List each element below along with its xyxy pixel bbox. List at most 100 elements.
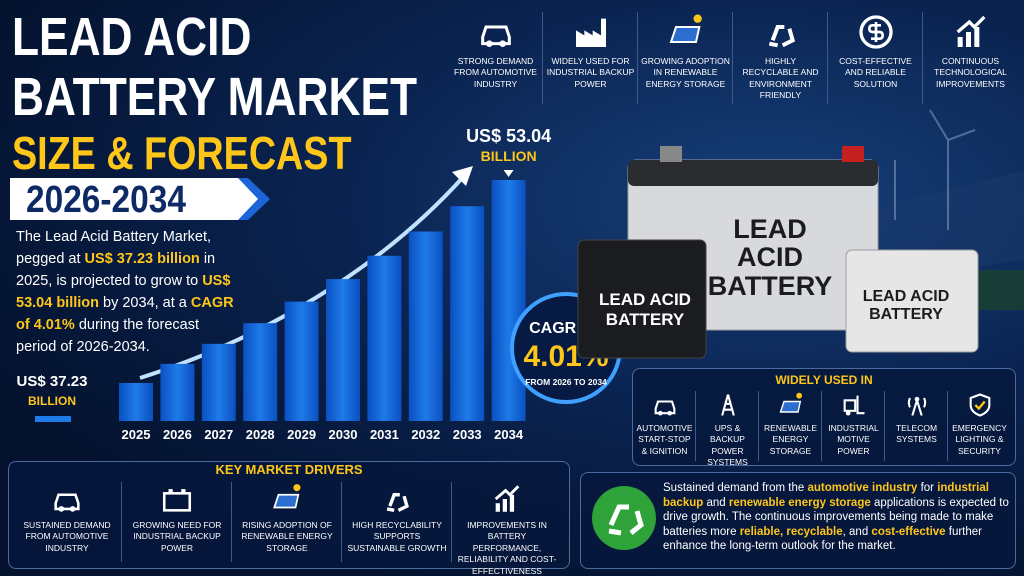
feature-label: IMPROVEMENTS IN BATTERY PERFORMANCE, REL… bbox=[457, 520, 557, 576]
feature-item: CONTINUOUS TECHNOLOGICAL IMPROVEMENTS bbox=[926, 12, 1015, 90]
separator bbox=[121, 482, 122, 562]
feature-label: AUTOMOTIVE START-STOP & IGNITION bbox=[636, 423, 693, 456]
feature-label: CONTINUOUS TECHNOLOGICAL IMPROVEMENTS bbox=[934, 56, 1007, 89]
feature-label: TELECOM SYSTEMS bbox=[895, 423, 938, 445]
icon bbox=[494, 485, 520, 512]
x-tick-label: 2025 bbox=[122, 427, 151, 442]
feature-label: UPS & BACKUP POWER SYSTEMS bbox=[707, 423, 748, 468]
x-tick-label: 2029 bbox=[287, 427, 316, 442]
icon bbox=[768, 25, 795, 48]
battery-illustration bbox=[577, 146, 979, 359]
feature-label: WIDELY USED FOR INDUSTRIAL BACKUP POWER bbox=[546, 56, 635, 89]
value-unit: BILLION bbox=[28, 394, 76, 408]
highlight-text: CAGR of 4.01% bbox=[16, 295, 234, 333]
separator bbox=[947, 391, 948, 461]
period-banner bbox=[10, 178, 270, 220]
summary-panel: Sustained demand from the automotive ind… bbox=[580, 472, 1016, 569]
feature-label: RISING ADOPTION OF RENEWABLE ENERGY STOR… bbox=[241, 520, 333, 553]
icon bbox=[779, 392, 802, 413]
feature-item: RENEWABLE ENERGY STORAGE bbox=[762, 391, 819, 457]
icon bbox=[843, 395, 864, 416]
text-segment: The Lead Acid Battery Market, pegged at bbox=[16, 229, 212, 267]
text-segment: and bbox=[703, 496, 729, 509]
feature-label: STRONG DEMAND FROM AUTOMOTIVE INDUSTRY bbox=[454, 56, 537, 89]
separator bbox=[827, 12, 828, 104]
bar bbox=[367, 255, 402, 421]
value-pointer bbox=[503, 170, 514, 177]
x-tick-label: 2028 bbox=[246, 427, 275, 442]
value-unit: BILLION bbox=[481, 148, 537, 164]
feature-strip: STRONG DEMAND FROM AUTOMOTIVE INDUSTRY WI… bbox=[448, 4, 1018, 108]
text-segment: during the forecast period of 2026-2034. bbox=[16, 317, 199, 355]
text-segment: , and bbox=[842, 525, 872, 538]
bar bbox=[201, 343, 236, 421]
bar bbox=[326, 279, 360, 421]
bar bbox=[408, 231, 443, 421]
applications-heading: WIDELY USED IN bbox=[775, 373, 873, 387]
icon bbox=[907, 396, 926, 416]
feature-label: HIGH RECYCLABILITY SUPPORTS SUSTAINABLE … bbox=[347, 520, 447, 553]
icon bbox=[654, 400, 675, 416]
battery-label: LEAD ACID BATTERY bbox=[599, 290, 691, 329]
feature-label: EMERGENCY LIGHTING & SECURITY bbox=[952, 423, 1007, 456]
x-tick-label: 2031 bbox=[370, 427, 399, 442]
value-marker bbox=[35, 416, 71, 422]
feature-item: INDUSTRIAL MOTIVE POWER bbox=[825, 391, 882, 457]
text-segment: further enhance the long-term outlook fo… bbox=[663, 525, 982, 553]
icon bbox=[956, 15, 986, 47]
separator bbox=[451, 482, 452, 562]
cagr-note: FROM 2026 TO 2034 bbox=[525, 377, 607, 387]
highlight-text: industrial backup bbox=[663, 482, 989, 509]
title-line: LEAD ACID bbox=[12, 7, 252, 67]
x-tick-label: 2030 bbox=[329, 427, 358, 442]
feature-label: SUSTAINED DEMAND FROM AUTOMOTIVE INDUSTR… bbox=[23, 520, 111, 553]
highlight-text: renewable energy storage bbox=[728, 496, 871, 509]
value-label: US$ 53.04 bbox=[466, 126, 551, 146]
icon bbox=[386, 493, 409, 513]
bar bbox=[160, 363, 195, 421]
bar bbox=[284, 301, 319, 421]
feature-label: COST-EFFECTIVE AND RELIABLE SOLUTION bbox=[839, 56, 912, 89]
x-tick-label: 2027 bbox=[204, 427, 233, 442]
separator bbox=[695, 391, 696, 461]
icon bbox=[273, 484, 301, 509]
feature-item: AUTOMOTIVE START-STOP & IGNITION bbox=[636, 391, 693, 457]
icon bbox=[54, 493, 80, 512]
feature-item: RISING ADOPTION OF RENEWABLE ENERGY STOR… bbox=[235, 482, 339, 554]
icon bbox=[858, 15, 893, 49]
highlight-text: reliable, recyclable bbox=[739, 525, 843, 538]
feature-item: STRONG DEMAND FROM AUTOMOTIVE INDUSTRY bbox=[451, 12, 540, 90]
feature-label: HIGHLY RECYCLABLE AND ENVIRONMENT FRIEND… bbox=[742, 56, 819, 101]
bar bbox=[243, 323, 278, 421]
icon bbox=[969, 393, 990, 417]
highlight-text: cost-effective bbox=[871, 525, 946, 538]
icon bbox=[669, 14, 702, 43]
text-segment: applications is expected to drive growth… bbox=[663, 496, 1009, 538]
drivers-panel: KEY MARKET DRIVERS SUSTAINED DEMAND FROM… bbox=[8, 461, 570, 576]
feature-item: GROWING ADOPTION IN RENEWABLE ENERGY STO… bbox=[641, 12, 730, 90]
title-line: SIZE & FORECAST bbox=[12, 127, 352, 179]
recycle-badge bbox=[592, 486, 656, 550]
value-label: US$ 37.23 bbox=[17, 373, 88, 390]
applications-panel: WIDELY USED IN AUTOMOTIVE START-STOP & I… bbox=[632, 368, 1016, 469]
feature-item: HIGH RECYCLABILITY SUPPORTS SUSTAINABLE … bbox=[345, 482, 449, 554]
feature-label: GROWING NEED FOR INDUSTRIAL BACKUP POWER bbox=[132, 520, 222, 553]
bar bbox=[450, 206, 485, 421]
feature-item: UPS & BACKUP POWER SYSTEMS bbox=[699, 391, 756, 469]
feature-label: GROWING ADOPTION IN RENEWABLE ENERGY STO… bbox=[641, 56, 730, 89]
title-line: BATTERY MARKET bbox=[12, 67, 418, 127]
feature-item: SUSTAINED DEMAND FROM AUTOMOTIVE INDUSTR… bbox=[15, 482, 119, 554]
separator bbox=[542, 12, 543, 104]
feature-item: HIGHLY RECYCLABLE AND ENVIRONMENT FRIEND… bbox=[736, 12, 825, 102]
icon bbox=[575, 18, 606, 47]
summary-text: Sustained demand from the automotive ind… bbox=[663, 481, 1009, 554]
feature-item: COST-EFFECTIVE AND RELIABLE SOLUTION bbox=[831, 12, 920, 90]
separator bbox=[732, 12, 733, 104]
text-segment: Sustained demand from the bbox=[663, 482, 808, 494]
feature-item: WIDELY USED FOR INDUSTRIAL BACKUP POWER bbox=[546, 12, 635, 90]
intro-text: The Lead Acid Battery Market, pegged at … bbox=[16, 226, 238, 358]
text-segment: for bbox=[917, 482, 938, 494]
text-segment: in 2025, is projected to grow to bbox=[16, 251, 216, 289]
x-tick-label: 2026 bbox=[163, 427, 192, 442]
